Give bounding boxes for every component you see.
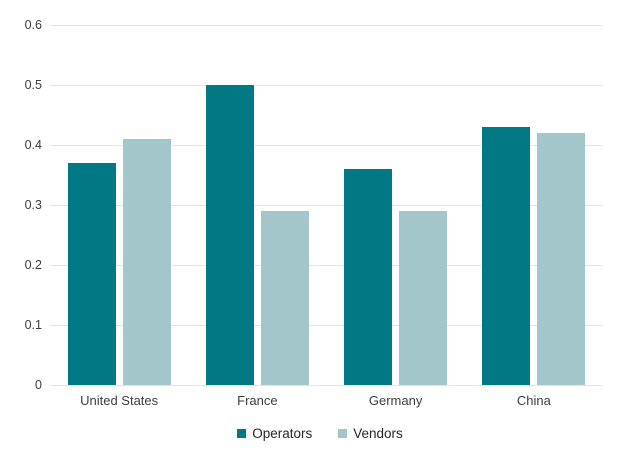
bar-operators-france [205, 85, 254, 385]
bar-vendors-china [537, 133, 586, 385]
legend-label-operators: Operators [252, 426, 313, 441]
gridline [50, 24, 603, 26]
legend-label-vendors: Vendors [353, 426, 403, 441]
legend: Operators Vendors [0, 426, 640, 441]
gridline [50, 144, 603, 146]
x-tick-label-china: China [516, 393, 551, 408]
y-tick-label: 0 [35, 378, 42, 392]
bar-vendors-united-states [122, 139, 171, 385]
x-tick-label-germany: Germany [368, 393, 423, 408]
y-tick-label: 0.3 [24, 198, 42, 212]
y-tick-label: 0.2 [24, 258, 42, 272]
bar-operators-germany [344, 169, 393, 385]
operators-legend-swatch-icon [237, 429, 247, 438]
x-tick-label-france: France [237, 393, 278, 408]
y-tick-label: 0.5 [24, 78, 42, 92]
legend-item-operators: Operators [237, 426, 312, 441]
bar-operators-united-states [67, 163, 116, 385]
y-tick-label: 0.4 [24, 138, 42, 152]
x-tick-label-united-states: United States [80, 393, 159, 408]
y-tick-label: 0.6 [24, 18, 42, 32]
bar-vendors-germany [399, 211, 448, 385]
gridline [50, 264, 603, 266]
bar-vendors-france [260, 211, 309, 385]
plot-area [50, 24, 603, 386]
gridline [50, 324, 603, 326]
gridline [50, 384, 603, 386]
gridline [50, 84, 603, 86]
vendors-legend-swatch-icon [338, 429, 348, 438]
y-tick-label: 0.1 [24, 318, 42, 332]
legend-item-vendors: Vendors [338, 426, 403, 441]
bar-operators-china [482, 127, 531, 385]
gridline [50, 204, 603, 206]
